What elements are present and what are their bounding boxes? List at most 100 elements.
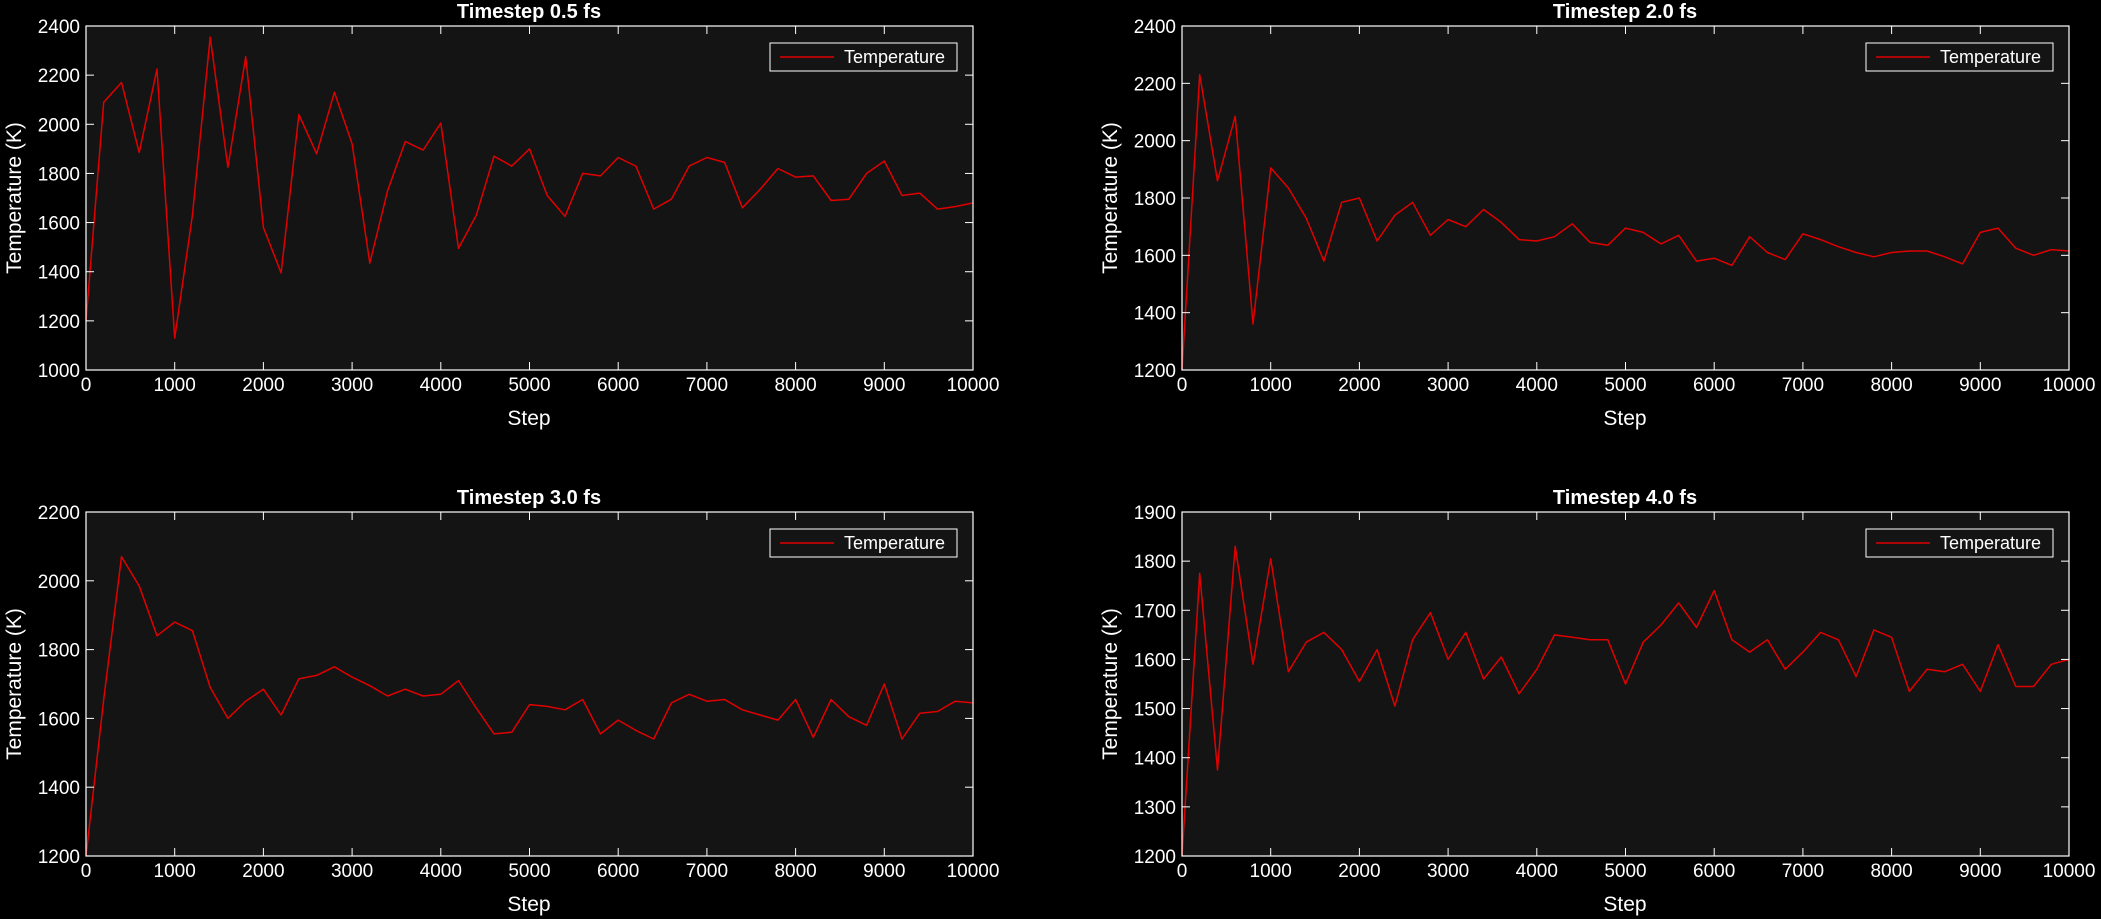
subplot-1-xlabel: Step	[507, 407, 550, 430]
subplot-2: Timestep 2.0 fs Step Temperature (K) 0 10…	[1099, 1, 2095, 430]
subplot-1-ytick-label: 2200	[38, 66, 80, 87]
subplot-1-xtick-label: 8000	[774, 375, 816, 396]
subplot-2-legend: Temperature	[1865, 42, 2054, 72]
subplot-4-xtick-label: 4000	[1516, 861, 1558, 882]
subplot-2-ytick-label: 1200	[1134, 361, 1176, 382]
subplot-1-ytick-label: 2000	[38, 115, 80, 136]
subplot-2-xtick-label: 8000	[1870, 375, 1912, 396]
subplot-1-xtick-label: 2000	[242, 375, 284, 396]
subplot-4-xtick-label: 5000	[1604, 861, 1646, 882]
subplot-1-title: Timestep 0.5 fs	[457, 1, 601, 23]
subplot-4-xlabel: Step	[1603, 893, 1646, 916]
subplot-3-xtick-label: 9000	[863, 861, 905, 882]
subplot-3-xtick-label: 7000	[686, 861, 728, 882]
subplot-1-xtick-label: 1000	[154, 375, 196, 396]
subplot-1-xtick-label: 10000	[947, 375, 1000, 396]
subplot-4-xtick-label: 7000	[1782, 861, 1824, 882]
subplot-2-xtick-label: 0	[1177, 375, 1188, 396]
subplot-3-ylabel: Temperature (K)	[3, 608, 26, 760]
subplot-4-ytick-label: 1300	[1134, 798, 1176, 819]
subplot-1-legend: Temperature	[769, 42, 958, 72]
subplot-3-series-line-1	[85, 555, 974, 857]
subplot-1-xtick-label: 0	[81, 375, 92, 396]
subplot-3-ytick-label: 1600	[38, 709, 80, 730]
subplot-2-xtick-label: 1000	[1250, 375, 1292, 396]
subplot-3-title: Timestep 3.0 fs	[457, 487, 601, 509]
subplot-4-ylabel: Temperature (K)	[1099, 608, 1122, 760]
subplot-3-xtick-label: 0	[81, 861, 92, 882]
subplot-3-ytick-label: 2200	[38, 503, 80, 524]
subplot-4-ytick-label: 1500	[1134, 700, 1176, 721]
subplot-2-legend-label: Temperature	[1940, 47, 2041, 67]
subplot-3-xtick-label: 2000	[242, 861, 284, 882]
subplot-2-ytick-label: 2200	[1134, 74, 1176, 95]
subplot-1: Timestep 0.5 fs Step Temperature (K) 0 10…	[3, 1, 999, 430]
subplot-2-xtick-label: 7000	[1782, 375, 1824, 396]
subplot-1-ytick-label: 2400	[38, 17, 80, 38]
subplot-2-xtick-label: 2000	[1338, 375, 1380, 396]
subplot-3-xtick-label: 10000	[947, 861, 1000, 882]
subplot-2-series-line-1	[1181, 73, 2070, 371]
subplot-3-xtick-label: 6000	[597, 861, 639, 882]
subplot-4-ytick-label: 1900	[1134, 503, 1176, 524]
subplot-1-xtick-label: 6000	[597, 375, 639, 396]
subplot-3-ytick-label: 1400	[38, 778, 80, 799]
subplot-3: Timestep 3.0 fs Step Temperature (K) 0 10…	[3, 487, 999, 916]
subplot-4-series-line-1	[1181, 545, 2070, 857]
subplot-1-ytick-label: 1800	[38, 164, 80, 185]
subplot-2-xtick-label: 6000	[1693, 375, 1735, 396]
subplot-4-title: Timestep 4.0 fs	[1553, 487, 1697, 509]
subplot-3-ytick-label: 2000	[38, 572, 80, 593]
subplot-2-xtick-label: 5000	[1604, 375, 1646, 396]
subplot-4-xtick-label: 10000	[2043, 861, 2096, 882]
subplot-2-xtick-label: 4000	[1516, 375, 1558, 396]
subplot-1-ytick-label: 1600	[38, 214, 80, 235]
subplot-4-ytick-label: 1700	[1134, 601, 1176, 622]
subplot-4-xtick-label: 1000	[1250, 861, 1292, 882]
subplot-3-xtick-label: 3000	[331, 861, 373, 882]
subplot-2-xtick-label: 3000	[1427, 375, 1469, 396]
subplot-2-plot-area	[1182, 26, 2069, 370]
subplot-3-plot-area	[86, 512, 973, 856]
subplot-2-xlabel: Step	[1603, 407, 1646, 430]
subplot-2-ylabel: Temperature (K)	[1099, 122, 1122, 274]
subplot-1-xtick-label: 7000	[686, 375, 728, 396]
subplot-3-ytick-label: 1800	[38, 641, 80, 662]
subplot-1-legend-label: Temperature	[844, 47, 945, 67]
subplot-3-ytick-label: 1200	[38, 847, 80, 868]
subplot-3-xlabel: Step	[507, 893, 550, 916]
subplot-4-legend: Temperature	[1865, 528, 2054, 558]
subplot-4-ytick-label: 1200	[1134, 847, 1176, 868]
subplot-1-ytick-label: 1200	[38, 312, 80, 333]
subplot-3-xtick-label: 5000	[508, 861, 550, 882]
subplot-1-plot-area	[86, 26, 973, 370]
subplot-1-xtick-label: 3000	[331, 375, 373, 396]
subplot-4-xtick-label: 8000	[1870, 861, 1912, 882]
subplot-2-ytick-label: 2000	[1134, 132, 1176, 153]
subplot-1-xtick-label: 9000	[863, 375, 905, 396]
subplot-4-legend-label: Temperature	[1940, 533, 2041, 553]
subplot-4-ytick-label: 1600	[1134, 650, 1176, 671]
subplot-4-xtick-label: 3000	[1427, 861, 1469, 882]
subplot-1-xtick-label: 5000	[508, 375, 550, 396]
subplot-2-ytick-label: 1400	[1134, 304, 1176, 325]
subplot-4-ytick-label: 1400	[1134, 749, 1176, 770]
subplot-2-xtick-label: 9000	[1959, 375, 2001, 396]
subplot-4-ytick-label: 1800	[1134, 552, 1176, 573]
subplot-2-ytick-label: 1600	[1134, 246, 1176, 267]
subplot-2-xtick-label: 10000	[2043, 375, 2096, 396]
subplot-4-xtick-label: 2000	[1338, 861, 1380, 882]
subplot-4: Timestep 4.0 fs Step Temperature (K) 0 10…	[1099, 487, 2095, 916]
subplot-1-xtick-label: 4000	[420, 375, 462, 396]
subplot-2-title: Timestep 2.0 fs	[1553, 1, 1697, 23]
subplot-1-ytick-label: 1000	[38, 361, 80, 382]
subplot-3-legend: Temperature	[769, 528, 958, 558]
subplot-2-ytick-label: 2400	[1134, 17, 1176, 38]
subplot-1-series-line-1	[85, 36, 974, 339]
subplot-4-xtick-label: 9000	[1959, 861, 2001, 882]
subplot-3-legend-label: Temperature	[844, 533, 945, 553]
subplot-1-ylabel: Temperature (K)	[3, 122, 26, 274]
subplot-3-xtick-label: 1000	[154, 861, 196, 882]
subplot-3-xtick-label: 4000	[420, 861, 462, 882]
